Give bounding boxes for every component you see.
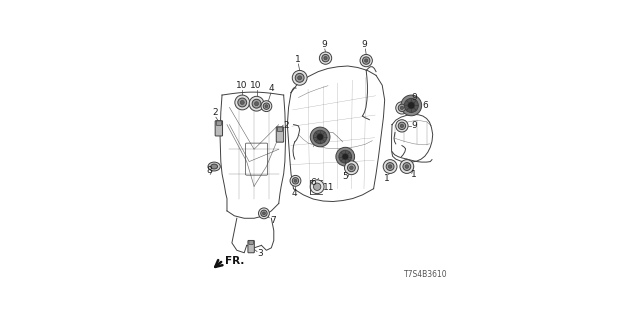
Ellipse shape (211, 164, 218, 169)
Text: 10: 10 (236, 81, 247, 90)
Text: 9: 9 (412, 92, 417, 101)
Circle shape (388, 165, 392, 168)
Text: 1: 1 (384, 174, 390, 183)
FancyBboxPatch shape (216, 121, 221, 125)
Circle shape (400, 124, 404, 128)
Circle shape (401, 95, 422, 116)
Circle shape (405, 165, 408, 168)
Circle shape (260, 210, 267, 217)
Text: FR.: FR. (225, 256, 244, 266)
Circle shape (295, 73, 304, 82)
FancyBboxPatch shape (249, 241, 253, 244)
Circle shape (259, 208, 269, 219)
Circle shape (386, 163, 394, 171)
Circle shape (362, 57, 370, 64)
FancyBboxPatch shape (215, 121, 223, 136)
FancyBboxPatch shape (277, 127, 282, 132)
Circle shape (292, 178, 299, 184)
Circle shape (360, 54, 372, 67)
Circle shape (400, 106, 404, 109)
Circle shape (255, 102, 259, 106)
Circle shape (252, 99, 261, 108)
Circle shape (404, 98, 419, 112)
Text: 9: 9 (362, 40, 367, 49)
Circle shape (290, 175, 301, 186)
Circle shape (348, 164, 355, 172)
Circle shape (383, 160, 397, 173)
FancyBboxPatch shape (276, 127, 284, 142)
Circle shape (339, 150, 351, 163)
Text: 1: 1 (294, 54, 300, 64)
Circle shape (265, 105, 268, 108)
Circle shape (310, 127, 330, 147)
Text: 5: 5 (342, 172, 348, 181)
Text: 9: 9 (321, 40, 327, 49)
Circle shape (342, 153, 349, 160)
Circle shape (249, 96, 264, 111)
Circle shape (317, 133, 324, 140)
Circle shape (294, 180, 297, 182)
Text: 8: 8 (206, 166, 212, 175)
Text: 7: 7 (270, 216, 276, 225)
Text: 2: 2 (212, 108, 218, 117)
Circle shape (319, 52, 332, 64)
Circle shape (314, 130, 327, 144)
Text: 9: 9 (412, 121, 417, 130)
Text: 10: 10 (250, 81, 262, 90)
Text: T7S4B3610: T7S4B3610 (404, 270, 447, 279)
Text: 4: 4 (292, 189, 298, 198)
Circle shape (396, 120, 408, 132)
Circle shape (238, 98, 246, 107)
Circle shape (408, 102, 415, 109)
FancyBboxPatch shape (248, 240, 254, 253)
Circle shape (365, 59, 368, 62)
Text: 6: 6 (422, 101, 428, 110)
Circle shape (349, 166, 353, 170)
Circle shape (403, 163, 411, 171)
Circle shape (298, 76, 301, 80)
Circle shape (400, 160, 413, 173)
Circle shape (336, 147, 355, 166)
Circle shape (263, 103, 269, 109)
Circle shape (398, 104, 406, 112)
Circle shape (235, 95, 250, 110)
Circle shape (262, 212, 266, 215)
Circle shape (310, 180, 324, 194)
Text: 11: 11 (323, 183, 334, 192)
Circle shape (240, 100, 244, 104)
Ellipse shape (208, 162, 220, 171)
Text: 2: 2 (284, 121, 289, 130)
Circle shape (398, 122, 406, 130)
Circle shape (396, 102, 408, 114)
Circle shape (292, 70, 307, 85)
Circle shape (322, 54, 329, 62)
Text: 3: 3 (258, 250, 264, 259)
Circle shape (324, 56, 327, 60)
Text: 4: 4 (269, 84, 275, 92)
Circle shape (344, 161, 358, 175)
Text: 6: 6 (310, 178, 316, 187)
Circle shape (261, 101, 272, 112)
Circle shape (314, 183, 321, 190)
Text: 1: 1 (412, 170, 417, 179)
